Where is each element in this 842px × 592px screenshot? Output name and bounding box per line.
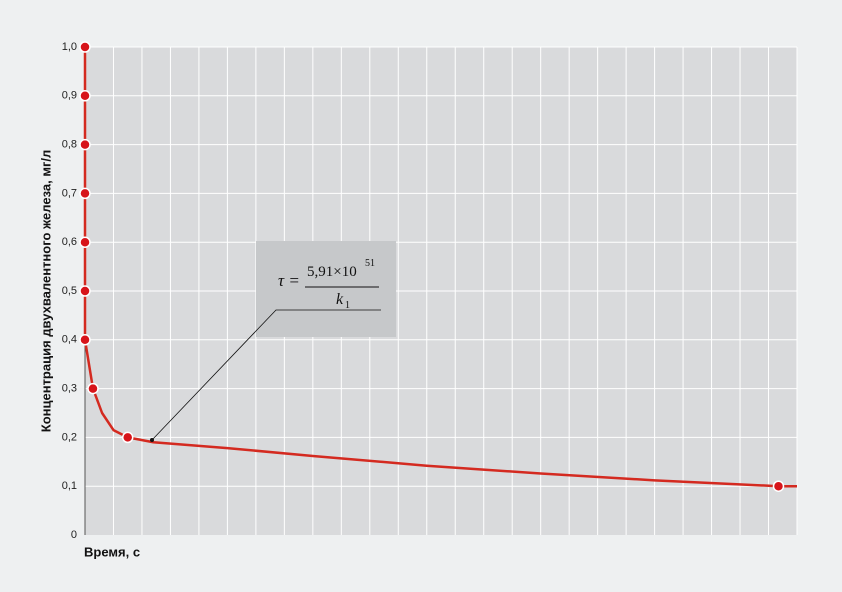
data-point <box>87 382 99 395</box>
data-point <box>79 334 91 346</box>
y-tick-label: 0,1 <box>62 480 77 492</box>
formula-numerator: 5,91×10 <box>307 264 357 280</box>
y-tick-label: 0 <box>71 529 77 541</box>
x-axis-label: Время, с <box>84 544 140 559</box>
annotation-box <box>256 241 396 337</box>
data-point <box>79 285 91 297</box>
y-tick-label: 0,9 <box>62 90 77 102</box>
data-point <box>79 236 91 248</box>
data-point <box>79 41 91 53</box>
y-tick-label: 0,6 <box>62 236 77 248</box>
formula-subscript: 1 <box>345 300 350 311</box>
formula-denominator: k <box>336 291 344 308</box>
y-tick-label: 0,4 <box>62 334 77 346</box>
data-point <box>79 90 91 102</box>
marks <box>79 41 797 492</box>
y-tick-label: 0,8 <box>62 139 77 151</box>
y-tick-label: 0,5 <box>62 285 77 297</box>
annotation-dot <box>150 438 154 442</box>
data-point <box>79 138 91 151</box>
y-axis-label: Концентрация двухвалентного железа, мг/л <box>38 150 53 432</box>
formula-exponent: 51 <box>365 258 375 269</box>
data-point <box>79 187 91 200</box>
formula-lhs: τ = <box>278 271 300 290</box>
y-tick-label: 0,3 <box>62 383 77 395</box>
data-point <box>772 480 785 492</box>
y-tick-label: 1,0 <box>62 41 77 53</box>
leader-line <box>151 309 381 441</box>
data-point <box>121 431 134 444</box>
y-tick-label: 0,2 <box>62 431 77 443</box>
y-tick-label: 0,7 <box>62 187 77 199</box>
